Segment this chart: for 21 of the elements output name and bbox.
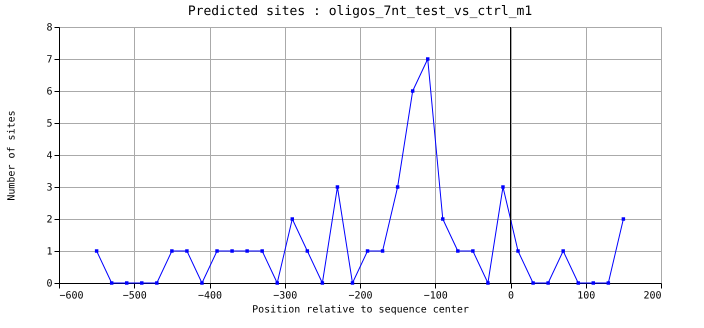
y-tick-label: 7 (46, 54, 52, 66)
chart-title: Predicted sites : oligos_7nt_test_vs_ctrl_m1 (188, 4, 532, 19)
y-axis-title: Number of sites (6, 110, 18, 201)
y-tick-label: 8 (46, 22, 52, 34)
x-tick-label: −500 (122, 290, 147, 302)
x-tick-label: 200 (643, 290, 662, 302)
x-tick-label: −300 (273, 290, 298, 302)
x-tick-label: −200 (348, 290, 373, 302)
y-tick-label: 3 (46, 182, 52, 194)
y-tick-label: 4 (46, 150, 52, 162)
y-tick-label: 2 (46, 214, 52, 226)
x-tick-label: −600 (60, 290, 84, 302)
x-tick-label: 0 (508, 290, 514, 302)
y-tick-label: 5 (46, 118, 52, 130)
x-tick-label: −400 (198, 290, 222, 302)
x-tick-label: −100 (424, 290, 448, 302)
x-tick-label: 100 (577, 290, 596, 302)
x-axis-title: Position relative to sequence center (252, 304, 469, 316)
y-tick-label: 0 (46, 278, 52, 290)
y-tick-label: 6 (46, 86, 52, 98)
y-tick-label: 1 (46, 246, 52, 258)
